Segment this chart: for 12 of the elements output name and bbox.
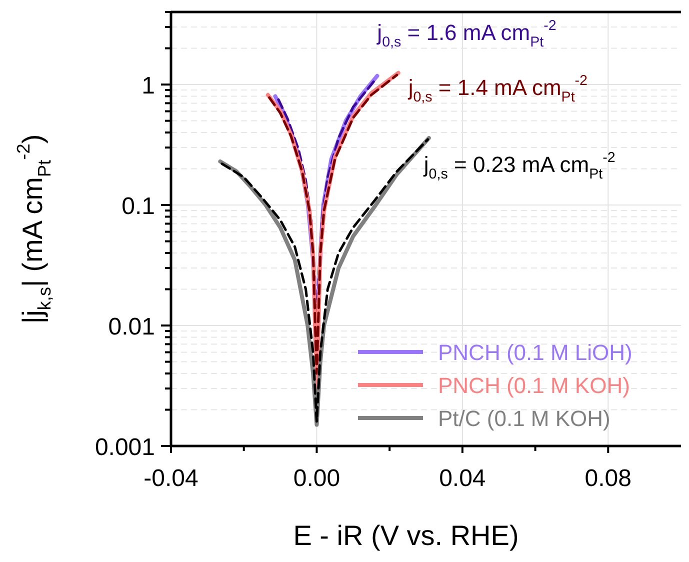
x-tick-label: 0.08 <box>584 465 632 492</box>
y-tick-label: 0.01 <box>108 314 155 341</box>
x-tick-label: 0.04 <box>439 465 486 492</box>
legend-label: PNCH (0.1 M KOH) <box>438 373 630 398</box>
y-tick-label: 0.001 <box>94 434 155 461</box>
x-axis-title: E - iR (V vs. RHE) <box>293 520 519 551</box>
x-tick-label: 0.00 <box>293 465 340 492</box>
legend-label: PNCH (0.1 M LiOH) <box>438 340 632 365</box>
y-tick-label: 1 <box>142 72 155 100</box>
legend-label: Pt/C (0.1 M KOH) <box>438 406 610 431</box>
x-tick-label: -0.04 <box>144 465 198 492</box>
y-tick-label: 0.1 <box>122 193 155 220</box>
